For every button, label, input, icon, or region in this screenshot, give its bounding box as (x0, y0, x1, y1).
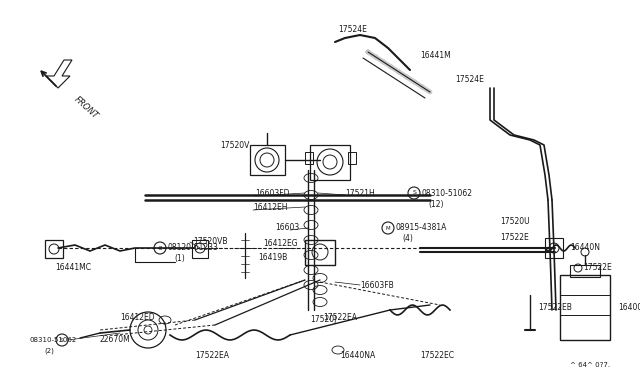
Text: 16419B: 16419B (258, 253, 287, 263)
Text: 17520V: 17520V (220, 141, 250, 150)
Text: 16603: 16603 (275, 224, 300, 232)
Text: 16441M: 16441M (420, 51, 451, 60)
Bar (250, 145, 285, 175)
Bar (570, 265, 600, 277)
Bar (348, 152, 356, 164)
Text: 16400: 16400 (618, 304, 640, 312)
Polygon shape (46, 60, 72, 88)
Text: 16412ED: 16412ED (120, 314, 155, 323)
Text: 17522EC: 17522EC (420, 350, 454, 359)
Bar (305, 152, 313, 164)
Text: 17524E: 17524E (338, 26, 367, 35)
Text: 08310-51062: 08310-51062 (30, 337, 77, 343)
Bar (305, 240, 335, 265)
Text: 08310-51062: 08310-51062 (421, 189, 472, 198)
Bar (192, 240, 208, 258)
Text: (2): (2) (44, 348, 54, 354)
Text: 08120-61233: 08120-61233 (167, 244, 218, 253)
Text: B: B (158, 246, 162, 250)
Text: (4): (4) (402, 234, 413, 244)
Text: 17524E: 17524E (455, 76, 484, 84)
Text: 16603FD: 16603FD (255, 189, 289, 198)
Text: 17521H: 17521H (345, 189, 375, 198)
Text: S: S (413, 190, 417, 196)
Text: 08915-4381A: 08915-4381A (395, 224, 446, 232)
Text: ^ 64^ 0?7.: ^ 64^ 0?7. (570, 362, 610, 368)
Circle shape (408, 187, 420, 199)
Text: FRONT: FRONT (72, 95, 99, 121)
Text: 17522E: 17522E (583, 263, 612, 273)
Circle shape (154, 242, 166, 254)
Text: 17520VB: 17520VB (193, 237, 227, 247)
Text: 17522EA: 17522EA (195, 350, 229, 359)
Text: S: S (60, 337, 64, 343)
Text: 16440NA: 16440NA (340, 350, 375, 359)
Text: 17522E: 17522E (500, 234, 529, 243)
Circle shape (382, 222, 394, 234)
Bar (310, 145, 350, 180)
Text: 16412EH: 16412EH (253, 202, 287, 212)
Circle shape (56, 334, 68, 346)
Text: 22670M: 22670M (100, 336, 131, 344)
Bar (545, 238, 563, 258)
Text: 17522EA: 17522EA (323, 314, 357, 323)
Text: 17520J: 17520J (310, 315, 337, 324)
Bar (560, 275, 610, 340)
Text: 16440N: 16440N (570, 244, 600, 253)
Text: 16603FB: 16603FB (360, 280, 394, 289)
Text: 17520U: 17520U (500, 218, 530, 227)
Text: 17522EB: 17522EB (538, 304, 572, 312)
Text: (1): (1) (174, 254, 185, 263)
Text: 16441MC: 16441MC (55, 263, 91, 273)
Bar (45, 240, 63, 258)
Text: 16412EG: 16412EG (263, 240, 298, 248)
Text: M: M (386, 225, 390, 231)
Text: (12): (12) (428, 199, 444, 208)
